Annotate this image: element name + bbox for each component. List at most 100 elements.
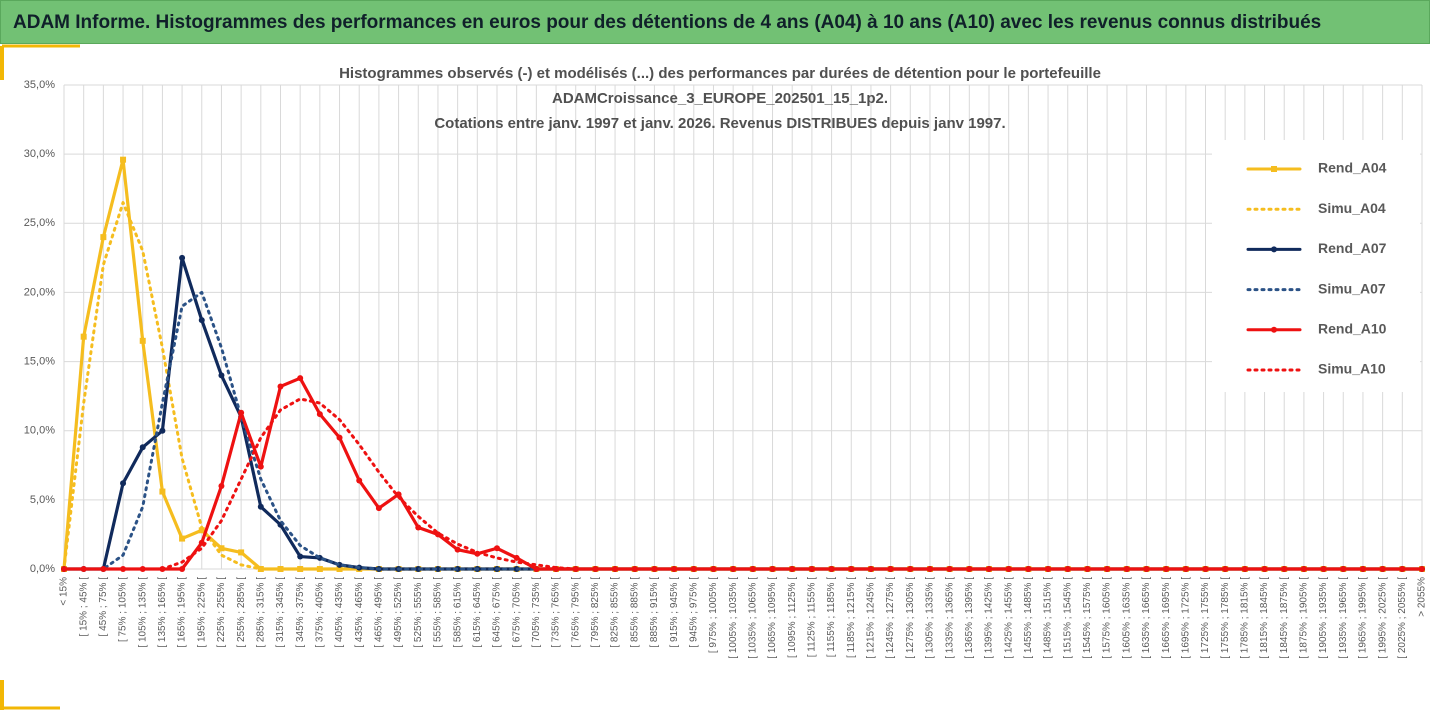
x-tick-label: [ 225% ; 255% [ (216, 577, 227, 648)
x-tick-label: [ 555% ; 585% [ (433, 577, 444, 648)
point (356, 477, 363, 484)
x-tick-label: < 15% (59, 577, 70, 606)
legend-marker (1271, 246, 1277, 253)
series-line (62, 376, 1424, 571)
x-tick-label: [ 1515% ; 1545% [ (1062, 577, 1073, 659)
x-tick-label: [ 1185% ; 1215% [ (846, 577, 857, 658)
point (100, 234, 107, 241)
x-tick-label: [ 1005% ; 1035% [ (728, 577, 739, 659)
point (533, 566, 540, 572)
x-tick-label: [ 15% ; 45% [ (78, 577, 89, 637)
point (218, 483, 225, 490)
x-tick-label: [ 1245% ; 1275% [ (885, 577, 896, 659)
point (848, 566, 855, 572)
x-tick-label: [ 1665% ; 1695% [ (1161, 577, 1172, 659)
x-tick-label: [ 345% ; 375% [ (295, 577, 306, 648)
y-tick-label: 30,0% (24, 148, 55, 160)
x-tick-label: [ 1335% ; 1365% [ (944, 577, 955, 659)
point (828, 566, 835, 572)
point (730, 566, 737, 572)
header: ADAM Informe. Histogrammes des performan… (0, 0, 1430, 44)
x-tick-label: [ 1095% ; 1125% [ (787, 577, 798, 658)
point (139, 444, 146, 451)
x-tick-label: [ 525% ; 555% [ (413, 577, 424, 648)
x-tick-label: [ 1485% ; 1515% [ (1043, 577, 1054, 659)
x-tick-label: [ 945% ; 975% [ (688, 577, 699, 648)
x-tick-label: [ 585% ; 615% [ (452, 577, 463, 648)
x-tick-label: [ 195% ; 225% [ (196, 577, 207, 648)
x-tick-label: [ 915% ; 945% [ (669, 577, 680, 648)
legend-label: Simu_A07 (1318, 280, 1386, 296)
point (257, 503, 264, 510)
y-tick-label: 5,0% (30, 494, 55, 506)
point (1241, 566, 1248, 572)
point (395, 491, 402, 498)
legend-label: Rend_A04 (1318, 160, 1387, 176)
point (139, 337, 146, 344)
chart-title: Histogrammes observés (-) et modélisés (… (339, 65, 1101, 82)
x-tick-label: [ 795% ; 825% [ (590, 577, 601, 648)
chart-title: ADAMCroissance_3_EUROPE_202501_15_1p2. (552, 90, 888, 107)
x-tick-label: [ 1905% ; 1935% [ (1318, 577, 1329, 659)
x-tick-label: [ 405% ; 435% [ (334, 577, 345, 648)
legend-marker (1271, 326, 1277, 333)
point (198, 527, 205, 534)
header-title: ADAM Informe. Histogrammes des performan… (13, 12, 1322, 33)
point (1163, 566, 1170, 572)
y-tick-label: 15,0% (24, 355, 55, 367)
frame (0, 46, 4, 710)
x-tick-label: [ 1845% ; 1875% [ (1279, 577, 1290, 659)
x-tick-label: [ 1995% ; 2025% [ (1377, 577, 1388, 659)
x-tick-label: [ 705% ; 735% [ (531, 577, 542, 648)
legend-label: Rend_A07 (1318, 240, 1387, 256)
x-tick-label: [ 1605% ; 1635% [ (1121, 577, 1132, 659)
point (1143, 566, 1150, 572)
y-tick-label: 20,0% (24, 286, 55, 298)
x-tick-label: [ 885% ; 915% [ (649, 577, 660, 648)
point (159, 488, 166, 495)
x-tick-label: [ 1305% ; 1335% [ (925, 577, 936, 659)
x-tick-label: [ 1275% ; 1305% [ (905, 577, 916, 659)
x-tick-label: [ 735% ; 765% [ (551, 577, 562, 648)
point (513, 554, 520, 561)
x-tick-label: [ 615% ; 645% [ (472, 577, 483, 648)
point (179, 535, 186, 542)
point (946, 566, 953, 572)
point (218, 372, 225, 379)
point (297, 566, 304, 572)
point (159, 427, 166, 434)
point (277, 566, 284, 572)
point (80, 333, 87, 340)
x-tick-label: [ 645% ; 675% [ (492, 577, 503, 648)
x-tick-label: [ 1035% ; 1065% [ (747, 577, 758, 659)
x-tick-label: [ 1785% ; 1815% [ (1240, 577, 1251, 659)
x-tick-label: [ 465% ; 495% [ (374, 577, 385, 648)
x-tick-label: [ 435% ; 465% [ (354, 577, 365, 648)
x-tick-label: [ 1965% ; 1995% [ (1358, 577, 1369, 659)
x-tick-label: [ 1725% ; 1755% [ (1200, 577, 1211, 659)
point (198, 317, 205, 324)
x-tick-label: [ 855% ; 885% [ (629, 577, 640, 648)
point (238, 409, 245, 416)
point (179, 566, 186, 572)
y-tick-label: 25,0% (24, 217, 55, 229)
point (218, 545, 225, 552)
legend-marker (1271, 166, 1277, 172)
x-tick-label: [ 825% ; 855% [ (610, 577, 621, 648)
legend-label: Rend_A10 (1318, 321, 1387, 337)
x-tick-label: [ 285% ; 315% [ (255, 577, 266, 648)
x-tick-label: [ 2025% ; 2055% [ (1397, 577, 1408, 659)
x-tick-label: [ 1875% ; 1905% [ (1299, 577, 1310, 659)
point (415, 524, 422, 531)
x-tick-label: [ 1935% ; 1965% [ (1338, 577, 1349, 659)
point (631, 566, 638, 572)
point (100, 566, 107, 572)
x-tick-label: [ 1815% ; 1845% [ (1259, 577, 1270, 659)
point (120, 156, 127, 163)
x-tick-label: [ 1575% ; 1605% [ (1102, 577, 1113, 659)
x-tick-label: > 2055% (1417, 577, 1428, 617)
legend-box (1212, 140, 1420, 392)
x-tick-label: [ 135% ; 165% [ (157, 577, 168, 648)
point (375, 505, 382, 512)
